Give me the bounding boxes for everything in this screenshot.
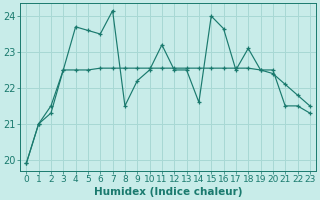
X-axis label: Humidex (Indice chaleur): Humidex (Indice chaleur)	[94, 187, 242, 197]
